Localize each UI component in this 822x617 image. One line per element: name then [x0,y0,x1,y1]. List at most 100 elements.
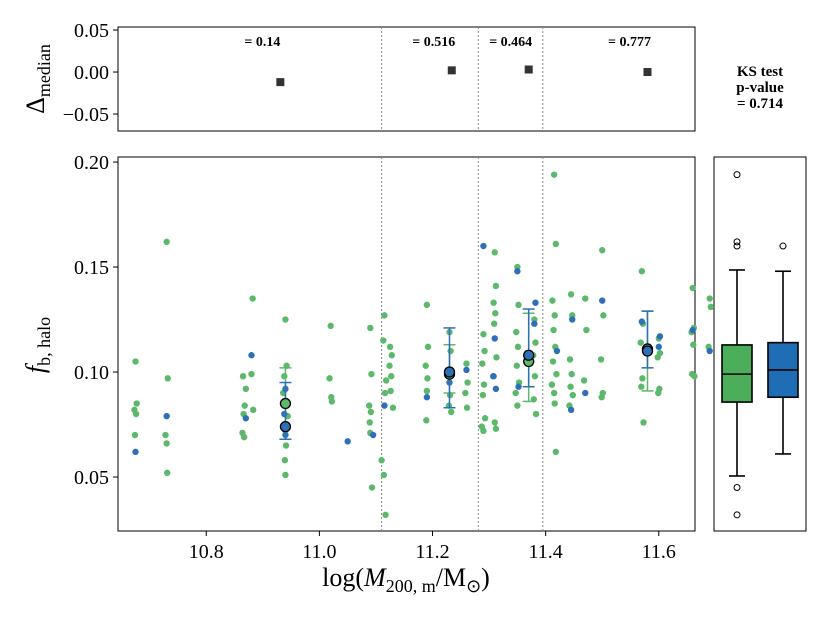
scatter-point [423,394,431,401]
scatter-point [282,471,289,479]
scatter-point [479,360,486,367]
scatter-point [163,238,170,246]
x-tick-label: 10.8 [189,541,224,563]
x-tick-label: 11.0 [302,541,336,563]
scatter-point [689,326,696,334]
box-frame [713,156,807,532]
scatter-point [367,324,374,332]
scatter-point [532,410,540,418]
delta-label: = 0.516 [412,35,455,50]
scatter-point [423,301,431,309]
scatter-point [492,310,499,317]
scatter-point [567,406,575,414]
scatter-point [242,415,250,422]
scatter-point [637,339,644,346]
scatter-point [248,352,255,359]
scatter-point [162,431,169,439]
scatter-point [367,408,375,416]
scatter-point [491,335,498,342]
scatter-point [655,389,662,397]
scatter-point [131,431,139,439]
outlier [733,511,741,519]
main-frame [117,156,696,532]
outlier [779,242,787,250]
scatter-point [655,343,662,351]
scatter-point [551,400,558,407]
scatter-point [638,268,646,275]
scatter-point [163,440,170,447]
ks-annotation: p-value [736,80,784,96]
scatter-point [249,295,256,302]
delta-point [643,68,652,77]
scatter-point [569,316,576,323]
scatter-point [492,385,500,393]
scatter-point [548,381,556,388]
scatter-point [514,268,521,275]
scatter-point [344,438,351,445]
scatter-point [132,448,139,456]
x-tick-label: 11.4 [529,541,563,563]
scatter-point [365,402,373,409]
scatter-point [380,337,387,344]
label-part: ) [481,563,490,592]
scatter-point [388,352,395,359]
label-part: 200, m [386,576,436,596]
bin-median [443,366,456,378]
delta-point [524,65,533,74]
bin-median [279,397,292,410]
scatter-point [549,358,557,365]
scatter-point [513,362,521,369]
scatter-point [386,362,393,369]
scatter-point [689,284,696,292]
scatter-point [369,431,377,439]
scatter-point [389,404,397,411]
y-tick-label: 0.15 [74,257,109,279]
label-part: /M [436,563,466,592]
scatter-point [281,457,289,464]
ks-annotation: = 0.714 [737,96,784,112]
scatter-point [532,299,539,306]
scatter-point [493,354,500,361]
scatter-point [424,375,431,382]
outlier [733,171,741,179]
x-tick-label: 11.6 [642,541,676,563]
y-tick-label: 0.05 [74,467,109,489]
scatter-point [479,391,487,399]
scatter-point [240,433,248,441]
scatter-point [567,291,575,298]
scatter-point [706,295,713,302]
y-tick-label: 0.10 [74,362,109,384]
scatter-point [463,360,470,367]
outlier [733,238,741,246]
scatter-point [132,358,139,365]
scatter-point [531,320,538,327]
y-tick-label: 0.00 [74,62,109,84]
scatter-point [552,448,560,456]
scatter-point [492,425,500,432]
scatter-point [532,339,539,346]
scatter-point [567,383,574,390]
scatter-point [447,347,454,355]
scatter-point [447,408,455,416]
scatter-point [490,320,498,327]
scatter-point [583,326,590,334]
delta-label: = 0.464 [489,35,532,50]
ks-annotation: KS test [737,64,783,80]
scatter-point [514,402,521,409]
scatter-point [164,469,171,477]
scatter-point [597,356,605,363]
scatter-point [249,406,257,414]
scatter-point [281,410,288,418]
scatter-point [707,303,715,311]
scatter-point [480,331,487,338]
delta-label: = 0.777 [608,35,651,50]
scatter-point [424,343,432,351]
scatter-point [639,375,646,382]
scatter-point [380,471,388,479]
scatter-point [638,318,646,325]
scatter-point [549,297,556,304]
scatter-point [388,373,395,380]
outlier [733,484,741,492]
